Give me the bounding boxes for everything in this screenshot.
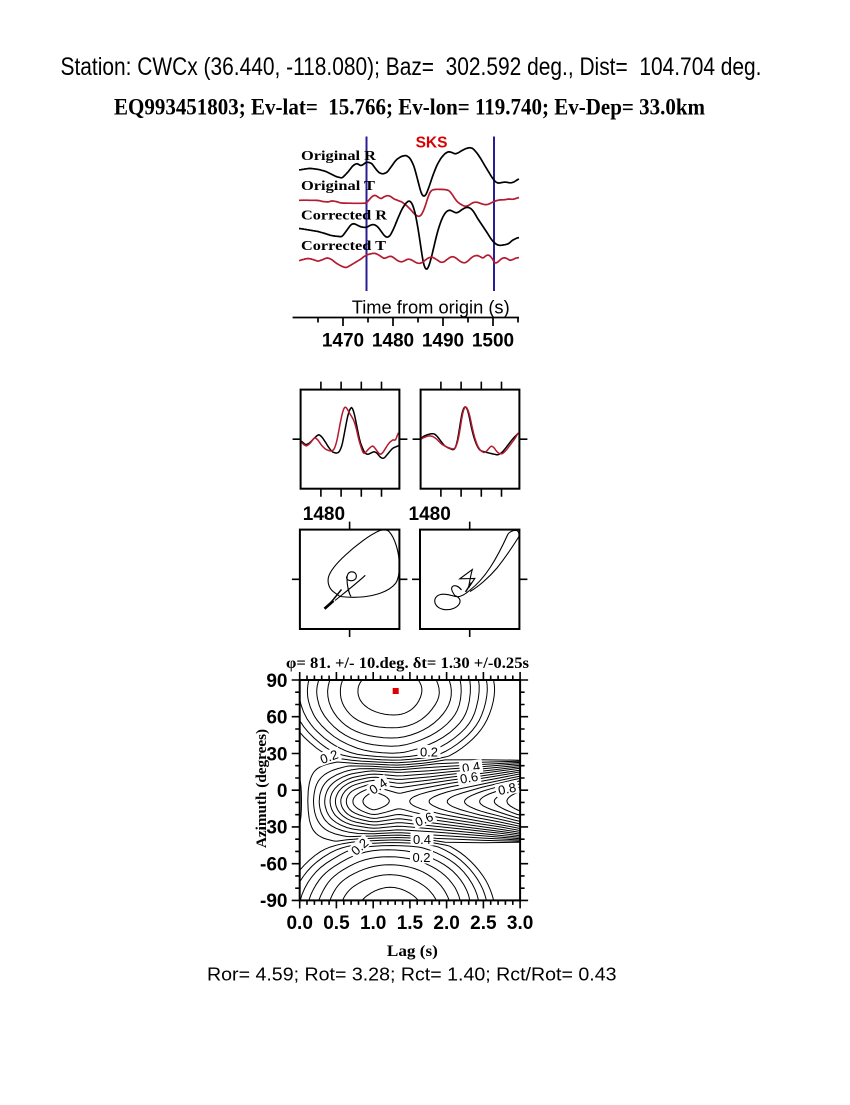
svg-text:2.5: 2.5 xyxy=(470,913,497,934)
svg-text:60: 60 xyxy=(266,708,287,729)
svg-text:Corrected T: Corrected T xyxy=(301,238,386,253)
svg-text:Time from origin (s): Time from origin (s) xyxy=(352,297,510,318)
svg-text:Lag (s): Lag (s) xyxy=(387,943,438,960)
svg-text:-90: -90 xyxy=(260,891,287,912)
svg-text:-60: -60 xyxy=(260,854,287,875)
svg-text:Station: CWCx (36.440, -118.08: Station: CWCx (36.440, -118.080); Baz= 3… xyxy=(61,53,762,81)
svg-text:1480: 1480 xyxy=(372,330,414,351)
svg-text:1480: 1480 xyxy=(303,504,345,525)
svg-text:1490: 1490 xyxy=(422,330,464,351)
svg-text:0.6: 0.6 xyxy=(413,809,435,830)
svg-text:1500: 1500 xyxy=(472,330,514,351)
svg-text:0.2: 0.2 xyxy=(420,744,438,759)
svg-text:0.2: 0.2 xyxy=(412,850,430,865)
svg-text:EQ993451803; Ev-lat= 15.766;: EQ993451803; Ev-lat= 15.766; Ev-lon= 119… xyxy=(114,95,705,121)
svg-text:30: 30 xyxy=(266,744,287,765)
svg-text:0.6: 0.6 xyxy=(459,769,479,787)
svg-text:1.5: 1.5 xyxy=(397,913,424,934)
svg-text:2.0: 2.0 xyxy=(433,913,459,934)
svg-text:1480: 1480 xyxy=(409,504,451,525)
svg-text:0.5: 0.5 xyxy=(323,913,350,934)
svg-text:90: 90 xyxy=(266,671,287,692)
svg-text:Corrected R: Corrected R xyxy=(301,208,387,223)
svg-text:0: 0 xyxy=(277,781,288,802)
svg-text:0.2: 0.2 xyxy=(318,747,340,767)
svg-text:0.4: 0.4 xyxy=(413,832,431,847)
svg-text:SKS: SKS xyxy=(416,134,448,151)
svg-text:-30: -30 xyxy=(260,818,287,839)
svg-text:Original R: Original R xyxy=(301,148,376,163)
svg-text:φ= 81. +/- 10.deg. δt= 1.30 +/: φ= 81. +/- 10.deg. δt= 1.30 +/-0.25s xyxy=(286,655,529,672)
svg-text:0.8: 0.8 xyxy=(497,780,518,798)
svg-text:Azimuth (degrees): Azimuth (degrees) xyxy=(253,729,270,848)
svg-text:0.0: 0.0 xyxy=(286,913,312,934)
svg-text:Original T: Original T xyxy=(301,178,375,193)
svg-text:Ror= 4.59; Rot= 3.28; Rct= 1.4: Ror= 4.59; Rot= 3.28; Rct= 1.40; Rct/Rot… xyxy=(207,965,617,985)
svg-text:1.0: 1.0 xyxy=(360,913,386,934)
svg-text:1470: 1470 xyxy=(322,330,364,351)
svg-text:3.0: 3.0 xyxy=(507,913,533,934)
